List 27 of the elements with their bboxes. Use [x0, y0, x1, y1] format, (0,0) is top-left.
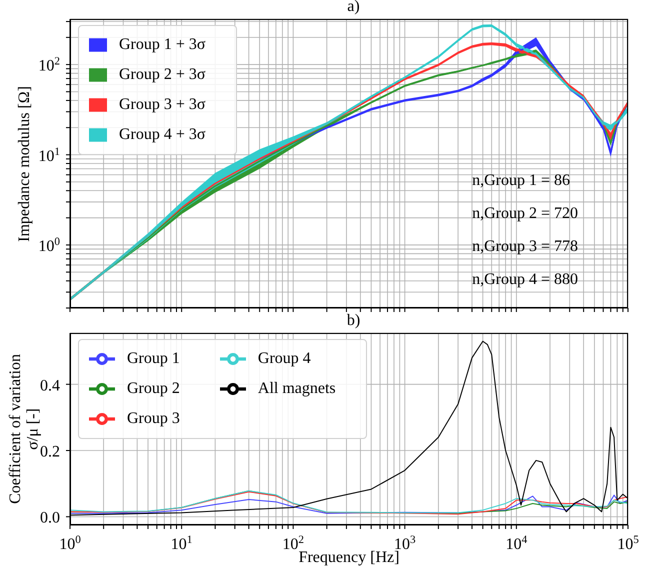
legend-label: Group 1 — [127, 350, 180, 367]
legend-label: Group 2 + 3σ — [119, 66, 206, 83]
chart-title: b) — [346, 312, 362, 330]
x-tick-label: 10$^{5}$ — [617, 534, 640, 553]
legend-label: Group 3 — [127, 410, 180, 427]
x-tick-label: 10$^{1}$ — [170, 534, 192, 553]
chart-title: a) — [346, 0, 361, 16]
y-tick-label: 0.4 — [40, 377, 60, 394]
y-tick-label: 10$^{1}$ — [38, 146, 60, 165]
x-tick-label: 10$^{0}$ — [59, 534, 82, 553]
legend-label: All magnets — [258, 380, 336, 397]
x-tick-label: 10$^{4}$ — [506, 534, 528, 553]
y-tick-label: 10$^{2}$ — [38, 56, 60, 75]
y-tick-label: 10$^{0}$ — [38, 236, 60, 255]
annotation: n,Group 3 = 778 — [472, 237, 578, 257]
y-axis-title: Impedance modulus [Ω] — [16, 86, 34, 242]
annotation: n,Group 4 = 880 — [472, 270, 578, 290]
legend-label: Group 3 + 3σ — [119, 96, 206, 113]
legend-label: Group 4 + 3σ — [119, 126, 206, 143]
annotation: n,Group 2 = 720 — [472, 204, 578, 224]
legend-label: Group 1 + 3σ — [119, 36, 206, 53]
y-axis-title: Coefficient of variation σ/μ [-] — [7, 354, 42, 504]
legend-label: Group 4 — [258, 350, 311, 367]
annotation: n,Group 1 = 86 — [472, 171, 571, 191]
y-tick-label: 0.2 — [40, 444, 60, 461]
y-tick-label: 0.0 — [40, 510, 60, 527]
legend-label: Group 2 — [127, 380, 180, 397]
